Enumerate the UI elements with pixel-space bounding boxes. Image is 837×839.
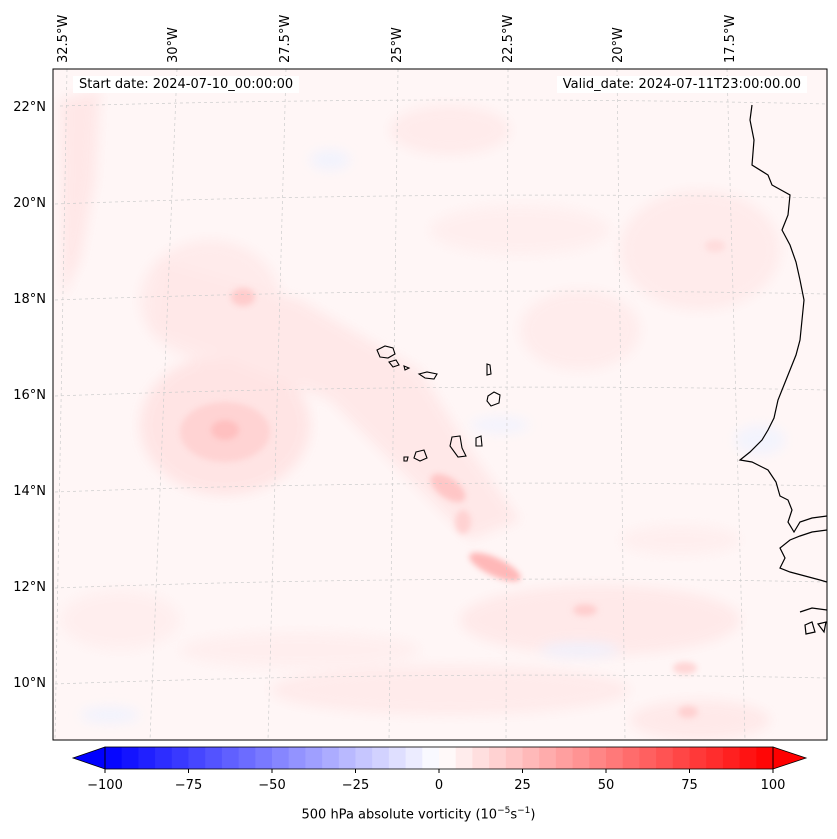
colorbar-block — [422, 747, 440, 769]
colorbar-label: 500 hPa absolute vorticity (10−5s−1) — [0, 806, 837, 822]
start-date-annotation: Start date: 2024-07-10_00:00:00 — [73, 76, 300, 93]
lon-label: 20°W — [611, 27, 626, 63]
longitude-labels: 32.5°W 30°W 27.5°W 25°W 22.5°W 20°W 17.5… — [56, 15, 738, 63]
colorbar-block — [439, 747, 457, 769]
colorbar-block — [672, 747, 690, 769]
lat-label: 20°N — [13, 196, 46, 211]
colorbar-block — [455, 747, 473, 769]
colorbar-tick-label: 100 — [761, 778, 786, 793]
colorbar-tick-label: 50 — [598, 778, 615, 793]
lat-label: 14°N — [13, 484, 46, 499]
colorbar-block — [656, 747, 674, 769]
colorbar-block — [288, 747, 306, 769]
lon-label: 22.5°W — [501, 15, 516, 63]
colorbar-label-exp1: −5 — [497, 806, 511, 816]
colorbar: −100 −75 −50 −25 0 25 50 75 100 — [71, 746, 808, 793]
colorbar-block — [639, 747, 657, 769]
island-sao-vicente — [388, 359, 400, 368]
colorbar-block — [121, 747, 139, 769]
island-santo-antao — [376, 345, 396, 359]
colorbar-block — [622, 747, 640, 769]
colorbar-block — [405, 747, 423, 769]
colorbar-block — [255, 747, 273, 769]
colorbar-block — [722, 747, 741, 769]
colorbar-block — [689, 747, 707, 769]
colorbar-block — [489, 747, 507, 769]
colorbar-tick-label: −75 — [175, 778, 202, 793]
cape-verde-islands — [376, 345, 501, 462]
colorbar-block — [539, 747, 557, 769]
colorbar-block — [171, 747, 189, 769]
colorbar-block — [589, 747, 607, 769]
colorbar-tick-label: −100 — [87, 778, 123, 793]
island-fogo — [413, 449, 428, 462]
colorbar-min-extend-arrow — [71, 746, 106, 770]
island-santa-luzia — [403, 365, 411, 371]
africa-coastline — [738, 104, 827, 534]
lat-label: 22°N — [13, 100, 46, 115]
colorbar-block — [739, 747, 757, 769]
colorbar-max-extend-arrow — [772, 746, 808, 770]
lon-label: 25°W — [390, 27, 405, 63]
coast-bijagos — [804, 621, 827, 635]
colorbar-block — [272, 747, 290, 769]
island-boa-vista — [486, 391, 501, 407]
colorbar-block — [305, 747, 323, 769]
colorbar-block — [756, 747, 774, 769]
colorbar-block — [572, 747, 590, 769]
colorbar-block — [238, 747, 256, 769]
colorbar-tick-label: 25 — [514, 778, 531, 793]
island-maio — [475, 435, 483, 447]
lon-label: 27.5°W — [278, 15, 293, 63]
lon-label: 30°W — [166, 27, 181, 63]
coast-guinea — [779, 529, 827, 583]
colorbar-tick-label: 75 — [681, 778, 698, 793]
latitude-labels: 22°N 20°N 18°N 16°N 14°N 12°N 10°N — [13, 100, 46, 691]
lon-label: 32.5°W — [56, 15, 71, 63]
colorbar-block — [205, 747, 223, 769]
colorbar-block — [355, 747, 373, 769]
island-brava — [403, 456, 409, 462]
colorbar-block — [388, 747, 407, 769]
colorbar-label-suffix: ) — [530, 807, 536, 823]
colorbar-block — [706, 747, 724, 769]
lat-label: 10°N — [13, 676, 46, 691]
colorbar-block — [338, 747, 356, 769]
colorbar-block — [155, 747, 173, 769]
colorbar-block — [522, 747, 540, 769]
colorbar-block — [505, 747, 523, 769]
colorbar-ticks — [104, 769, 774, 773]
coastline — [738, 104, 827, 635]
colorbar-tick-labels: −100 −75 −50 −25 0 25 50 75 100 — [87, 778, 785, 793]
colorbar-label-exp2: −1 — [517, 806, 531, 816]
colorbar-block — [105, 747, 123, 769]
lon-label: 17.5°W — [723, 15, 738, 63]
lat-label: 12°N — [13, 580, 46, 595]
colorbar-block — [555, 747, 574, 769]
colorbar-block — [606, 747, 624, 769]
colorbar-block — [372, 747, 390, 769]
lat-label: 18°N — [13, 292, 46, 307]
colorbar-label-unit: s — [510, 807, 518, 823]
colorbar-tick-label: −50 — [258, 778, 285, 793]
island-sao-nicolau — [417, 371, 438, 380]
colorbar-block — [472, 747, 490, 769]
colorbar-tick-label: −25 — [342, 778, 369, 793]
valid-date-annotation: Valid_date: 2024-07-11T23:00:00.00 — [556, 76, 807, 93]
coast-bissau — [799, 607, 827, 613]
colorbar-block — [221, 747, 240, 769]
colorbar-block — [138, 747, 156, 769]
colorbar-block — [188, 747, 206, 769]
colorbar-tick-label: 0 — [435, 778, 443, 793]
lat-label: 16°N — [13, 388, 46, 403]
island-santiago — [449, 435, 467, 458]
map-panel: 32.5°W 30°W 27.5°W 25°W 22.5°W 20°W 17.5… — [13, 15, 828, 741]
colorbar-label-prefix: 500 hPa absolute vorticity (10 — [301, 807, 498, 823]
island-sal — [486, 363, 492, 376]
colorbar-blocks — [105, 747, 774, 769]
graticule — [54, 69, 827, 740]
colorbar-block — [322, 747, 340, 769]
map-frame — [52, 68, 828, 741]
